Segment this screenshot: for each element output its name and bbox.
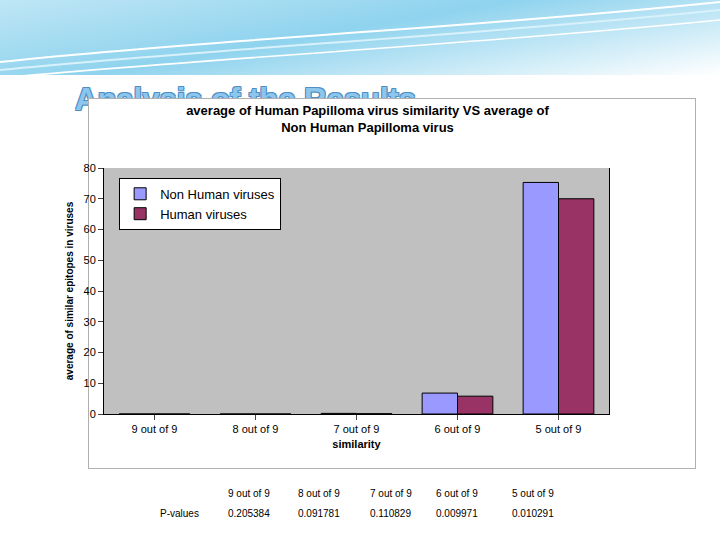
svg-text:9 out of 9: 9 out of 9 [132,423,178,435]
svg-text:similarity: similarity [332,438,381,450]
html-text:0.205384: 0.205384 [228,508,270,519]
svg-text:7 out of 9: 7 out of 9 [334,423,380,435]
svg-text:30: 30 [84,316,96,328]
html-text:0.091781: 0.091781 [298,508,340,519]
svg-text:average of similar epitopes in: average of similar epitopes in viruses [64,201,75,380]
svg-text:Non Human viruses: Non Human viruses [160,187,275,202]
svg-text:Human viruses: Human viruses [160,207,247,222]
html-text:5 out of 9: 5 out of 9 [512,488,554,499]
html-text:9 out of 9: 9 out of 9 [228,488,270,499]
html-text:8 out of 9: 8 out of 9 [298,488,340,499]
svg-text:8 out of 9: 8 out of 9 [233,423,279,435]
svg-text:70: 70 [84,193,96,205]
svg-text:80: 80 [84,162,96,174]
html-text:Analysis of the Results: Analysis of the Results [75,82,417,117]
html-text:0.009971: 0.009971 [436,508,478,519]
html-text:7 out of 9: 7 out of 9 [370,488,412,499]
svg-text:5 out of 9: 5 out of 9 [536,423,582,435]
svg-text:20: 20 [84,346,96,358]
svg-text:50: 50 [84,254,96,266]
html-text:0.010291: 0.010291 [512,508,554,519]
svg-text:6 out of 9: 6 out of 9 [435,423,481,435]
svg-text:60: 60 [84,223,96,235]
html-text:0.110829: 0.110829 [370,508,411,519]
svg-text:0: 0 [90,408,96,420]
html-text:P-values: P-values [160,508,199,519]
svg-text:average of Human Papilloma vir: average of Human Papilloma virus similar… [186,103,549,135]
html-text:6 out of 9: 6 out of 9 [436,488,478,499]
svg-text:10: 10 [84,377,96,389]
svg-text:40: 40 [84,285,96,297]
